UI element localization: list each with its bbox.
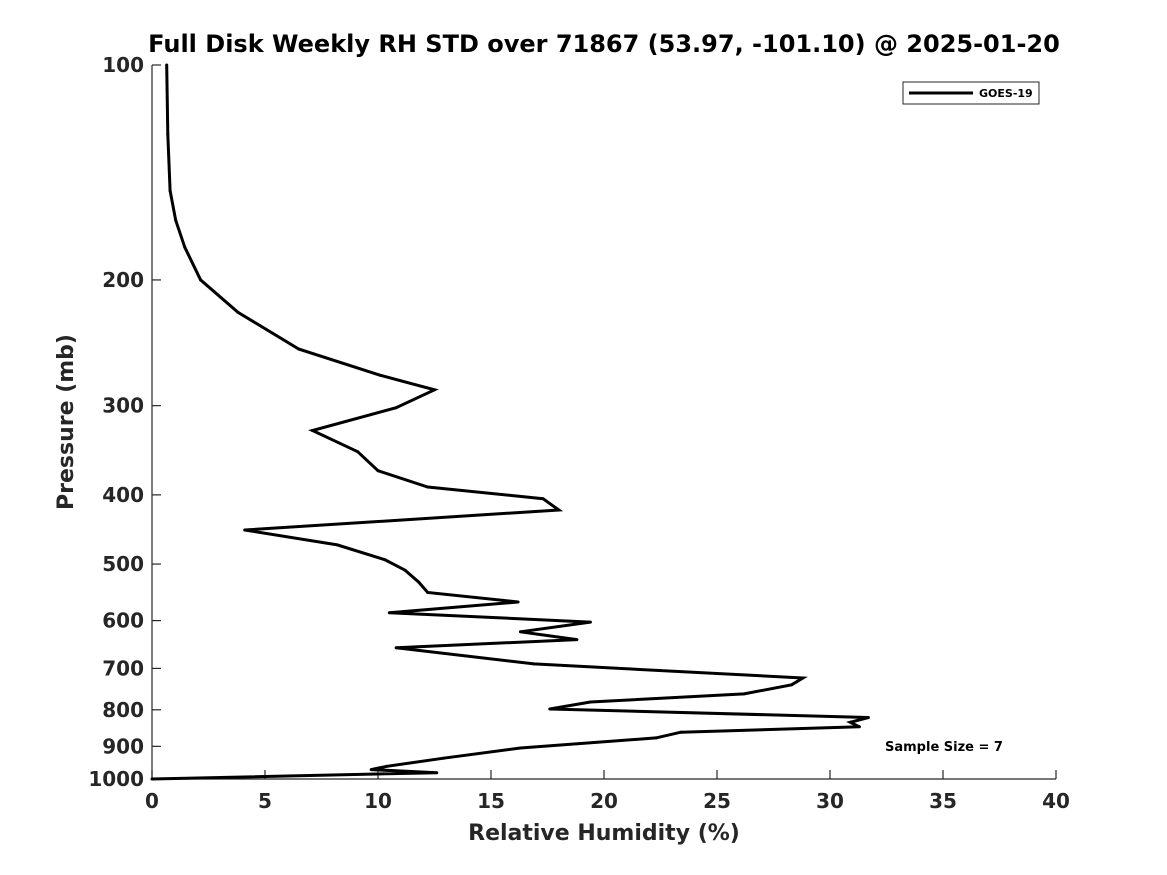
legend-label-goes-19: GOES-19 [979, 87, 1033, 100]
data-point [150, 777, 154, 781]
data-point [516, 600, 520, 604]
x-tick-label: 5 [258, 789, 272, 813]
data-point [518, 746, 522, 750]
data-point [199, 278, 203, 282]
x-tick-label: 40 [1042, 789, 1070, 813]
data-point [532, 662, 536, 666]
data-point [433, 388, 436, 392]
series-group [150, 63, 870, 781]
data-point [435, 771, 439, 775]
legend[interactable]: GOES-19 [902, 81, 1040, 105]
data-point [403, 568, 407, 572]
y-tick-label: 800 [102, 698, 144, 722]
data-point [394, 646, 398, 650]
y-axis-label: Pressure (mb) [54, 334, 79, 510]
data-point [243, 528, 247, 532]
data-point [426, 591, 430, 594]
y-tick-label: 300 [102, 394, 144, 418]
data-point [557, 508, 561, 512]
data-point [174, 218, 178, 222]
data-point [166, 132, 170, 136]
x-tick-label: 25 [703, 789, 731, 813]
data-point [165, 63, 169, 67]
x-axis-ticks: 0 5 10 15 20 25 30 35 40 [145, 770, 1070, 813]
y-axis-ticks: 100 200 300 400 500 600 700 800 900 1000 [88, 53, 161, 791]
data-point [385, 764, 389, 768]
sample-size-annotation: Sample Size = 7 [885, 740, 1003, 755]
data-point [575, 638, 579, 642]
data-point [387, 611, 391, 615]
data-point [742, 692, 746, 696]
data-point [356, 450, 360, 454]
data-point [518, 630, 522, 634]
x-tick-label: 20 [590, 789, 618, 813]
data-point [654, 736, 658, 740]
y-tick-label: 700 [102, 656, 144, 680]
data-point [183, 245, 187, 249]
y-tick-label: 100 [102, 53, 144, 77]
data-point [378, 373, 382, 377]
data-point [588, 620, 592, 624]
data-point [369, 768, 373, 772]
data-point [394, 406, 398, 410]
data-point [376, 469, 380, 473]
x-tick-label: 10 [364, 789, 392, 813]
data-point [335, 543, 339, 547]
data-point [548, 707, 552, 711]
chart-title: Full Disk Weekly RH STD over 71867 (53.9… [148, 30, 1060, 58]
x-tick-label: 30 [816, 789, 844, 813]
data-point [236, 310, 240, 314]
y-tick-label: 900 [102, 734, 144, 758]
data-point [417, 580, 421, 584]
data-point [679, 730, 683, 734]
data-point [801, 676, 805, 680]
data-point [311, 429, 314, 432]
data-point [857, 725, 861, 729]
data-point [168, 189, 172, 193]
y-tick-label: 500 [102, 552, 144, 576]
series-line-goes-19 [151, 64, 869, 781]
y-tick-label: 400 [102, 483, 144, 507]
data-point [848, 720, 852, 724]
data-point [790, 683, 794, 687]
data-point [426, 485, 430, 489]
data-point [588, 700, 592, 704]
y-tick-label: 1000 [88, 767, 144, 791]
x-tick-label: 15 [477, 789, 505, 813]
data-point [383, 558, 387, 562]
y-tick-label: 200 [102, 268, 144, 292]
data-point [541, 497, 545, 501]
x-tick-label: 35 [929, 789, 957, 813]
x-axis-label: Relative Humidity (%) [468, 821, 740, 846]
data-point [442, 756, 445, 760]
data-point [297, 347, 301, 351]
y-tick-label: 600 [102, 609, 144, 633]
x-tick-label: 0 [145, 789, 159, 813]
data-point [866, 716, 870, 719]
